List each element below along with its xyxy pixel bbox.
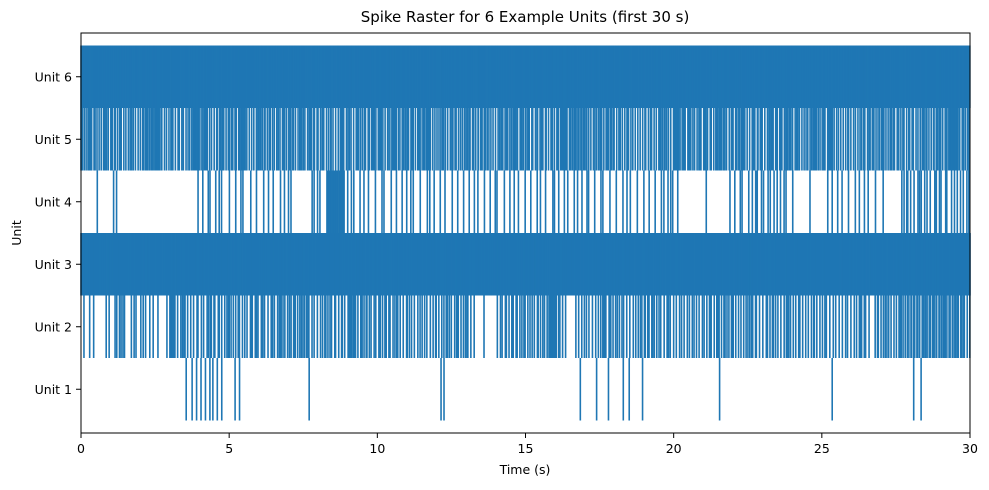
x-axis-label: Time (s) xyxy=(499,462,551,477)
y-axis-label: Unit xyxy=(9,220,24,246)
x-tick-label: 20 xyxy=(666,441,682,456)
unit-3-spike-train xyxy=(80,233,971,296)
y-tick-label: Unit 1 xyxy=(35,382,72,397)
x-axis: 0 5 10 15 20 25 30 xyxy=(77,433,978,456)
x-tick-label: 0 xyxy=(77,441,85,456)
x-tick-label: 10 xyxy=(369,441,385,456)
unit-2-spike-train xyxy=(83,295,971,358)
chart-title: Spike Raster for 6 Example Units (first … xyxy=(361,8,690,26)
unit-1-spike-train xyxy=(185,358,922,421)
x-tick-label: 25 xyxy=(814,441,830,456)
y-tick-label: Unit 3 xyxy=(35,257,72,272)
y-tick-label: Unit 6 xyxy=(35,69,72,84)
unit-4-spike-train xyxy=(96,170,970,233)
y-tick-label: Unit 5 xyxy=(35,132,72,147)
y-axis: Unit 1 Unit 2 Unit 3 Unit 4 Unit 5 Unit 6 xyxy=(35,69,81,397)
x-tick-label: 15 xyxy=(518,441,534,456)
unit-6-spike-train xyxy=(80,45,971,108)
raster-marks xyxy=(80,45,971,421)
x-tick-label: 5 xyxy=(225,441,233,456)
y-tick-label: Unit 2 xyxy=(35,319,72,334)
x-tick-label: 30 xyxy=(962,441,978,456)
unit-5-spike-train xyxy=(80,108,971,171)
y-tick-label: Unit 4 xyxy=(35,194,72,209)
